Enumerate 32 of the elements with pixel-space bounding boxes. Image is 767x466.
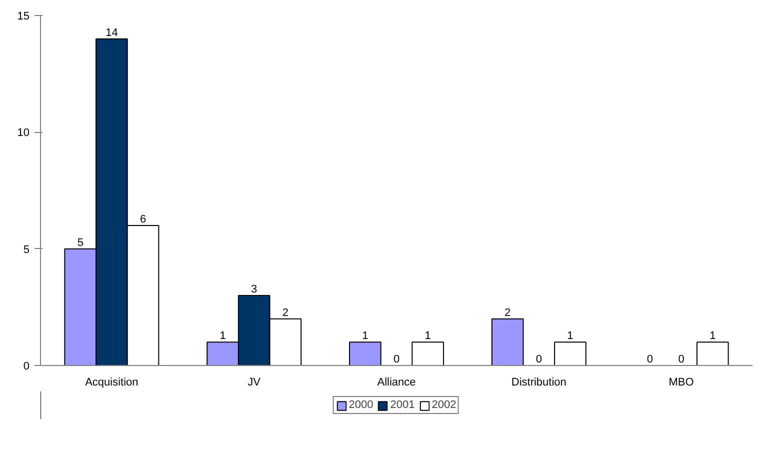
data-label: 0 [646, 354, 654, 366]
data-label: 1 [362, 330, 368, 342]
data-label: 6 [140, 214, 146, 226]
data-label: 1 [424, 330, 431, 342]
x-tick-label: JV [248, 376, 262, 388]
data-label: 5 [77, 236, 84, 249]
x-tick-label: MBO [668, 376, 694, 388]
x-tick-label: Acquisition [85, 376, 138, 388]
data-label: 1 [220, 330, 226, 342]
legend-label: 2001 [390, 399, 415, 411]
bar [696, 342, 729, 366]
data-label: 3 [251, 284, 258, 296]
y-tick-label: 10 [17, 127, 30, 140]
bar [412, 342, 444, 366]
data-label: 2 [282, 306, 288, 319]
y-tick-label: 15 [17, 10, 30, 22]
legend-label: 2000 [348, 399, 374, 411]
data-label: 14 [106, 26, 118, 39]
x-tick-label: Alliance [377, 376, 416, 388]
data-label: 1 [710, 330, 716, 342]
data-label: 0 [678, 354, 684, 366]
bar [349, 342, 382, 366]
data-label: 1 [567, 330, 574, 342]
legend-label: 2002 [432, 399, 456, 411]
y-tick-label: 5 [23, 244, 30, 256]
x-tick-label: Distribution [511, 376, 566, 388]
data-label: 2 [504, 306, 511, 319]
bar [491, 318, 524, 366]
data-label: 0 [536, 354, 542, 366]
bar [554, 342, 586, 366]
y-tick-label: 0 [23, 360, 30, 372]
data-label: 0 [393, 354, 400, 366]
